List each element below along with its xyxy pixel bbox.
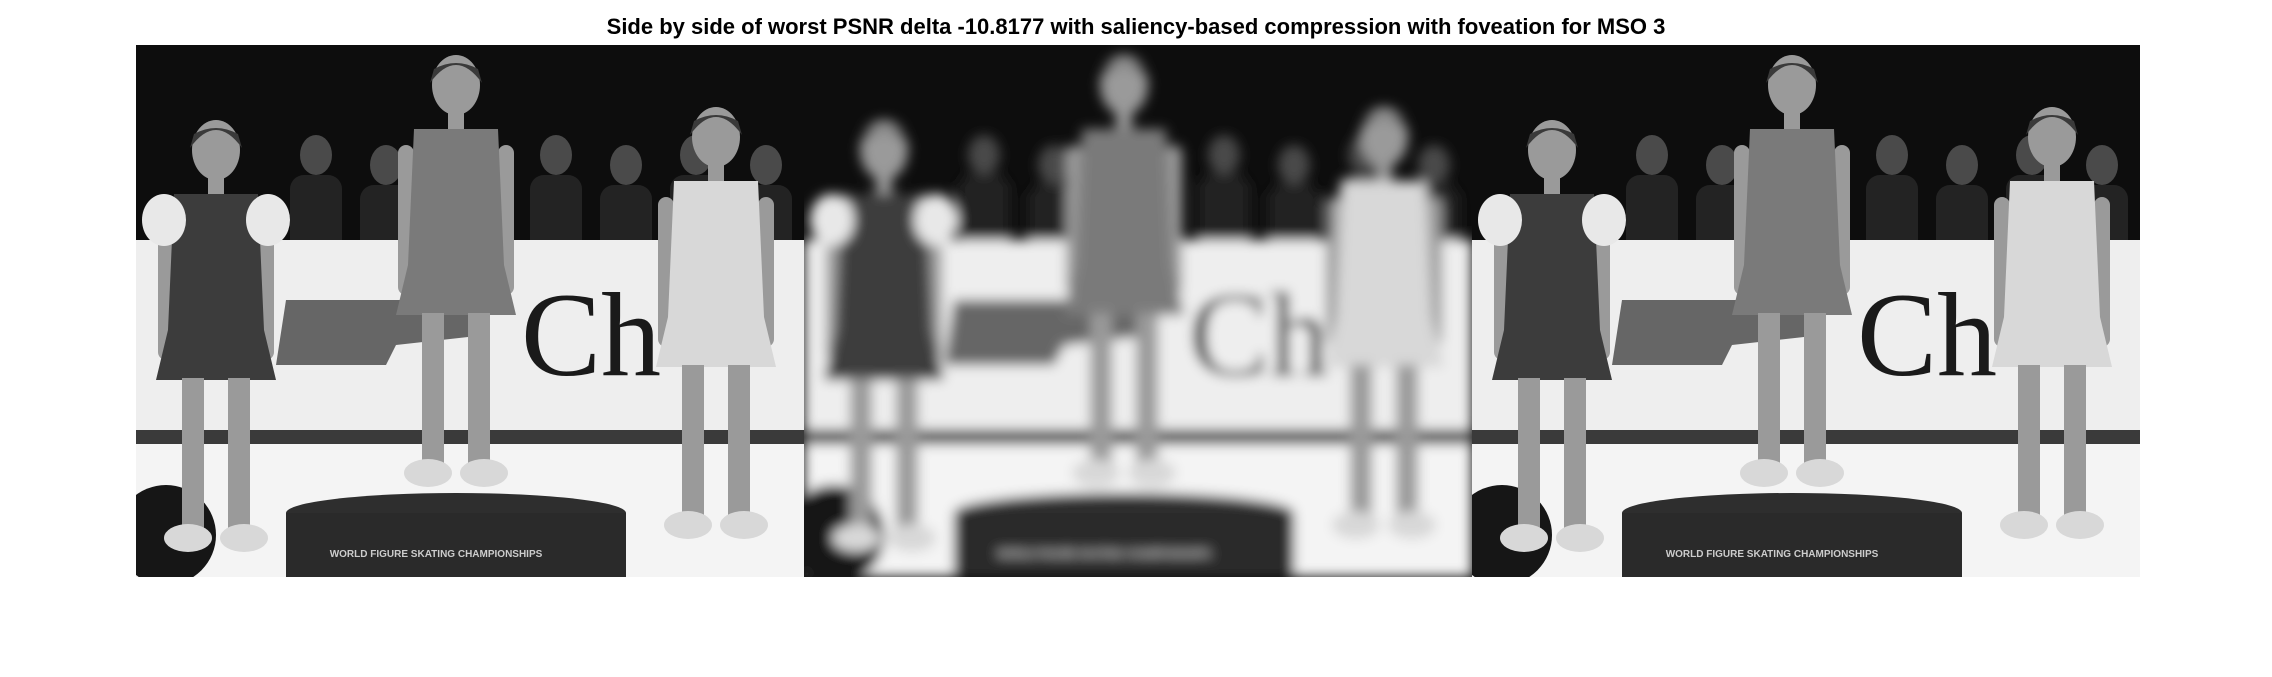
skater-center xyxy=(1064,55,1184,487)
skater-center xyxy=(1732,55,1852,487)
panel-reference: Ch WORLD FIGURE SKATING CHAMPIONSHIPS xyxy=(1472,45,2140,577)
skater-center xyxy=(396,55,516,487)
podium xyxy=(1622,513,1962,577)
photo-scene: Ch WORLD FIGURE SKATING CHAMPIONSHIPS xyxy=(804,45,1472,577)
panel-foveated: Ch WORLD FIGURE SKATING CHAMPIONSHIPS xyxy=(804,45,1472,577)
image-strip: Ch WORLD FIGURE SKATING CHAMPIONSHIPS Ch W… xyxy=(136,45,2140,577)
photo-scene: Ch WORLD FIGURE SKATING CHAMPIONSHIPS xyxy=(1472,45,2140,577)
banner-text: Ch xyxy=(521,268,661,401)
podium-text: WORLD FIGURE SKATING CHAMPIONSHIPS xyxy=(330,549,543,560)
skater-right xyxy=(1324,107,1444,539)
figure-title: Side by side of worst PSNR delta -10.817… xyxy=(606,14,1666,39)
podium xyxy=(286,513,626,577)
panel-original: Ch WORLD FIGURE SKATING CHAMPIONSHIPS xyxy=(136,45,804,577)
skater-left xyxy=(824,120,944,552)
skater-right xyxy=(656,107,776,539)
podium-text: WORLD FIGURE SKATING CHAMPIONSHIPS xyxy=(998,549,1211,560)
banner-text: Ch xyxy=(1857,268,1997,401)
photo-scene: Ch WORLD FIGURE SKATING CHAMPIONSHIPS xyxy=(136,45,804,577)
banner-text: Ch xyxy=(1189,268,1329,401)
skater-left xyxy=(1492,120,1612,552)
skater-left xyxy=(156,120,276,552)
podium xyxy=(954,513,1294,577)
skater-right xyxy=(1992,107,2112,539)
podium-text: WORLD FIGURE SKATING CHAMPIONSHIPS xyxy=(1666,549,1879,560)
